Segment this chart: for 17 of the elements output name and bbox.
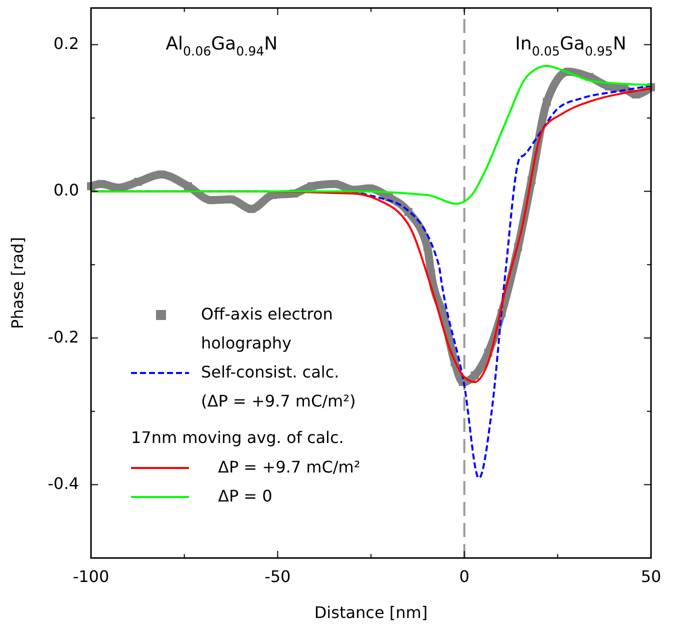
x-axis-title: Distance [nm] — [314, 603, 428, 622]
y-tick-label: 0.2 — [54, 34, 79, 54]
y-tick-label: 0.0 — [54, 180, 79, 200]
annotation: In$_{0.05}$Ga$_{0.95}$N — [515, 34, 626, 59]
annotation: Al$_{0.06}$Ga$_{0.94}$N — [166, 34, 278, 59]
x-tick-label: 0 — [459, 567, 470, 586]
x-tick-label: -50 — [264, 567, 291, 586]
y-axis-title: Phase [rad] — [8, 237, 27, 329]
x-tick-label: -100 — [72, 567, 110, 586]
legend-label: Off-axis electron holography — [201, 304, 333, 352]
legend-label: ΔP = +9.7 mC/m² — [218, 457, 360, 476]
x-tick-label: 50 — [640, 567, 662, 586]
y-tick-label: -0.2 — [48, 327, 79, 346]
legend-label: ΔP = 0 — [218, 486, 272, 506]
legend-label: Self-consist. calc. (ΔP = +9.7 mC/m²) — [201, 362, 356, 410]
y-tick-label: -0.4 — [48, 474, 79, 494]
annotation: 17nm moving avg. of calc. — [131, 428, 344, 448]
